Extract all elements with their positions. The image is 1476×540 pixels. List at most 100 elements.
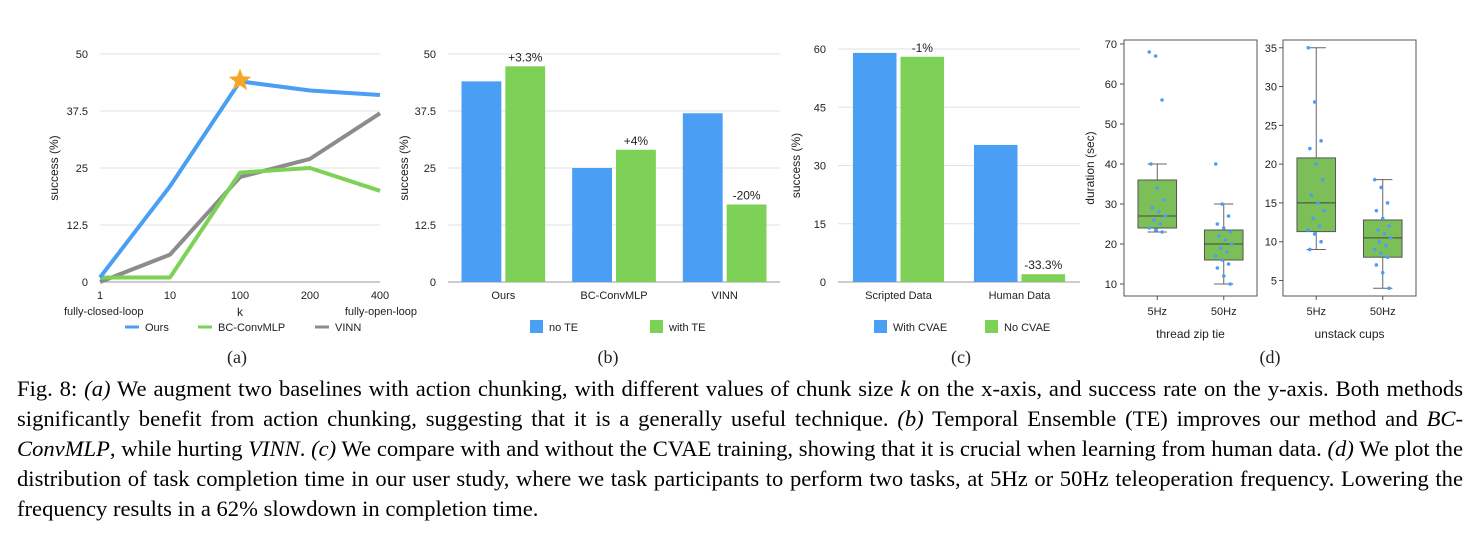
panel-d-zip-tie-data-point (1221, 274, 1226, 278)
panel-c-bar-with-cvae (973, 144, 1018, 282)
panel-a-y-tick-label: 12.5 (67, 220, 88, 232)
caption-a-text: We augment two baselines with action chu… (110, 376, 901, 401)
panel-b-bar-no-te (572, 168, 612, 282)
caption-b-tag: (b) (897, 406, 924, 431)
panel-d-unstack-cups-data-point (1374, 263, 1379, 267)
panel-d-zip-tie-data-point (1226, 214, 1231, 218)
panel-c-data-label: -1% (912, 41, 934, 55)
panel-b-data-label: +4% (624, 134, 649, 148)
panel-d-zip-tie-data-point (1152, 218, 1156, 222)
panel-d-unstack-cups-y-tick-label: 15 (1265, 198, 1277, 210)
panel-d-zip-tie-data-point (1160, 98, 1164, 102)
panel-d-unstack-cups-data-point (1319, 239, 1323, 244)
panel-c-y-tick-label: 45 (814, 102, 826, 114)
panel-b-category-label: VINN (712, 290, 738, 302)
panel-d-unstack-cups-data-point (1308, 146, 1312, 151)
panel-d-zip-tie-data-point (1218, 246, 1223, 250)
panel-d-zip-tie-box (1203, 229, 1244, 261)
panel-b-bar-no-te (461, 81, 502, 282)
panel-c-legend-swatch (874, 320, 887, 333)
panel-d-unstack-cups-data-point (1311, 216, 1315, 221)
panel-b-y-tick-label: 37.5 (415, 106, 436, 118)
panel-d-zip-tie-data-point (1158, 222, 1163, 226)
panel-d-zip-tie-data-point (1220, 258, 1224, 262)
panel-c-legend-label: With CVAE (893, 322, 947, 334)
panel-d-zip-tie-data-point (1147, 50, 1152, 54)
panel-d-unstack-cups-box (1296, 157, 1337, 233)
panel-d-zip-tie-y-tick-label: 50 (1105, 119, 1117, 131)
caption-c-tag: (c) (311, 436, 337, 461)
panel-d-unstack-cups-data-point (1385, 201, 1390, 205)
panel-a-x-end-label-right: fully-open-loop (345, 306, 417, 318)
panel-a-x-axis-title: k (237, 305, 244, 319)
panel-c-legend-swatch (985, 320, 998, 333)
panel-d-unstack-cups-data-point (1312, 232, 1317, 236)
panel-d-unstack-cups-data-point (1388, 236, 1393, 240)
panel-a-y-tick-label: 25 (76, 163, 88, 175)
caption-fig-label: Fig. 8: (17, 376, 78, 401)
panel-c-y-tick-label: 0 (820, 277, 826, 289)
panel-c-y-axis-title: success (%) (789, 133, 803, 198)
panel-d-unstack-cups-x-axis-title: unstack cups (1314, 327, 1384, 341)
panel-b-bar-chart: 0 12.5 25 37.5 50 +3.3% Ours +4% BC-ConvMLP -20% V… (397, 49, 780, 334)
caption-b-text3: . (299, 436, 312, 461)
panel-d-unstack-cups-data-point (1385, 255, 1390, 260)
panel-d-unstack-cups-data-point (1376, 228, 1380, 232)
panel-d-unstack-cups-data-point (1319, 139, 1323, 143)
panel-d-unstack-cups-data-point (1379, 251, 1383, 256)
panel-d-zip-tie-data-point (1221, 226, 1226, 230)
panel-d-unstack-cups-frame (1282, 39, 1417, 297)
panel-d-unstack-cups-x-tick-label: 50Hz (1370, 306, 1396, 318)
panel-b-y-tick-label: 25 (424, 163, 436, 175)
panel-a-legend-label: VINN (335, 322, 361, 334)
panel-c-legend-label: No CVAE (1004, 322, 1050, 334)
caption-c-text: We compare with and without the CVAE tra… (336, 436, 1328, 461)
panel-d-zip-tie-data-point (1213, 254, 1218, 258)
panel-d-unstack-cups-y-tick-label: 35 (1265, 43, 1277, 55)
panel-d-unstack-cups-y-tick-label: 5 (1271, 275, 1277, 287)
panel-a-y-axis-title: success (%) (47, 135, 61, 200)
panel-b-legend-label: with TE (668, 322, 705, 334)
panel-b-bar-with-te (616, 149, 656, 282)
panel-d-zip-tie-data-point (1215, 222, 1220, 226)
panel-d-zip-tie-data-point (1147, 226, 1152, 230)
panel-d-unstack-cups-data-point (1387, 224, 1391, 228)
panel-d-zip-tie-data-point (1225, 250, 1229, 254)
panel-d-zip-tie-data-point (1223, 238, 1228, 242)
panel-a-legend-label: Ours (145, 322, 169, 334)
panel-d-zip-tie-y-tick-label: 30 (1105, 199, 1117, 211)
panel-d-unstack-cups-data-point (1312, 100, 1317, 104)
panel-a-y-tick-label: 37.5 (67, 106, 88, 118)
caption-a-tag: (a) (84, 376, 111, 401)
panel-c-bar-with-cvae (852, 52, 897, 283)
panel-d-zip-tie-data-point (1155, 186, 1160, 190)
panel-b-bar-with-te (726, 204, 767, 282)
panel-d-zip-tie-data-point (1229, 242, 1234, 246)
panel-a-line-chart: 0 12.5 25 37.5 50 1 10 100 200 400 fully-closed-lo… (47, 49, 417, 334)
panel-b-bar-no-te (682, 113, 723, 282)
panel-c-y-tick-label: 30 (814, 161, 826, 173)
caption-bc: BC-ConvMLP (17, 406, 1463, 461)
panel-b-bar-with-te (505, 66, 546, 282)
caption-b-text2: , while hurting (109, 436, 249, 461)
panel-b-legend-swatch (650, 320, 663, 333)
panel-a-star-marker (228, 68, 252, 91)
panel-d-unstack-cups-data-point (1309, 193, 1314, 197)
panel-d-unstack-cups-data-point (1384, 243, 1388, 248)
panel-d-zip-tie-data-point (1153, 54, 1158, 58)
panel-c-bar-no-cvae (900, 56, 945, 283)
panel-a-x-tick-label: 10 (164, 290, 176, 302)
panel-d-unstack-cups-data-point (1380, 216, 1385, 221)
panel-d-unstack-cups-data-point (1317, 224, 1322, 228)
panel-letter: (d) (1260, 347, 1281, 368)
panel-a-x-tick-label: 400 (371, 290, 389, 302)
panel-d-zip-tie-y-tick-label: 70 (1105, 39, 1117, 51)
panel-d-unstack-cups-data-point (1320, 177, 1325, 182)
panel-d-unstack-cups-data-point (1382, 232, 1387, 236)
caption-k: k (900, 376, 911, 401)
panel-d-zip-tie-y-tick-label: 20 (1105, 239, 1117, 251)
panel-c-category-label: Scripted Data (865, 290, 933, 302)
panel-c-bar-no-cvae (1021, 274, 1066, 282)
panel-c-bar-chart: 0 15 30 45 60 -1% Scripted Data -33.3% Human Dat… (789, 41, 1080, 334)
panel-c-data-label: -33.3% (1024, 258, 1062, 272)
